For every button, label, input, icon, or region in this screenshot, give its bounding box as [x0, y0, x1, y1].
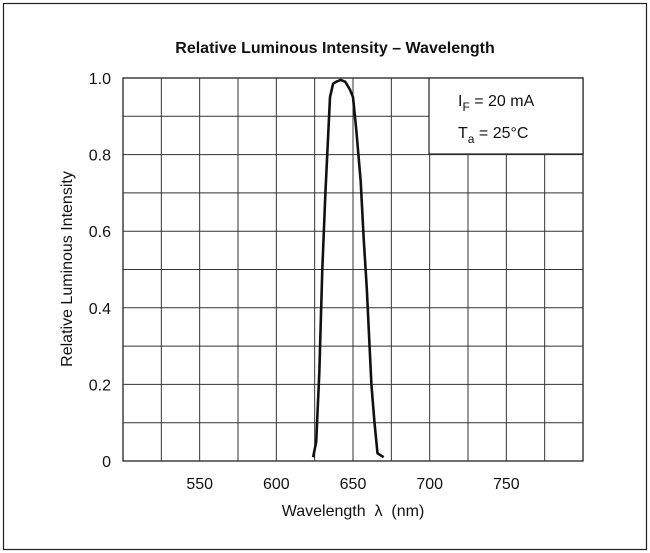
grid	[123, 78, 583, 461]
x-axis-label: Wavelength λ (nm)	[282, 503, 425, 520]
forward-current-subscript: F	[462, 100, 469, 114]
conditions-box-frame	[428, 77, 584, 155]
ambient-temperature-symbol: T	[458, 125, 468, 142]
y-axis-ticks: 0 0.2 0.4 0.6 0.8 1.0	[89, 71, 111, 471]
y-tick-label: 0.4	[89, 301, 111, 318]
y-tick-label: 1.0	[89, 71, 111, 88]
x-tick-label: 750	[493, 476, 520, 493]
data-series	[311, 78, 385, 459]
y-tick-label: 0	[102, 454, 111, 471]
y-tick-label: 0.2	[89, 377, 111, 394]
ambient-temperature-subscript: a	[468, 132, 475, 146]
forward-current-condition: IF = 20 mA	[458, 93, 535, 114]
conditions-legend: IF = 20 mA Ta = 25°C	[428, 77, 584, 155]
forward-current-symbol: I	[458, 93, 462, 110]
x-tick-label: 650	[340, 476, 367, 493]
chart-title: Relative Luminous Intensity – Wavelength	[175, 40, 494, 57]
x-tick-label: 600	[263, 476, 290, 493]
ambient-temperature-condition: Ta = 25°C	[458, 125, 528, 146]
y-tick-label: 0.6	[89, 224, 111, 241]
ambient-temperature-value: = 25°C	[474, 125, 528, 142]
x-tick-label: 700	[416, 476, 443, 493]
y-tick-label: 0.8	[89, 148, 111, 165]
y-axis-label: Relative Luminous Intensity	[59, 171, 76, 367]
x-axis-ticks: 550 600 650 700 750	[186, 476, 519, 493]
forward-current-value: = 20 mA	[470, 93, 535, 110]
spectrum-curve	[311, 78, 385, 459]
x-tick-label: 550	[186, 476, 213, 493]
